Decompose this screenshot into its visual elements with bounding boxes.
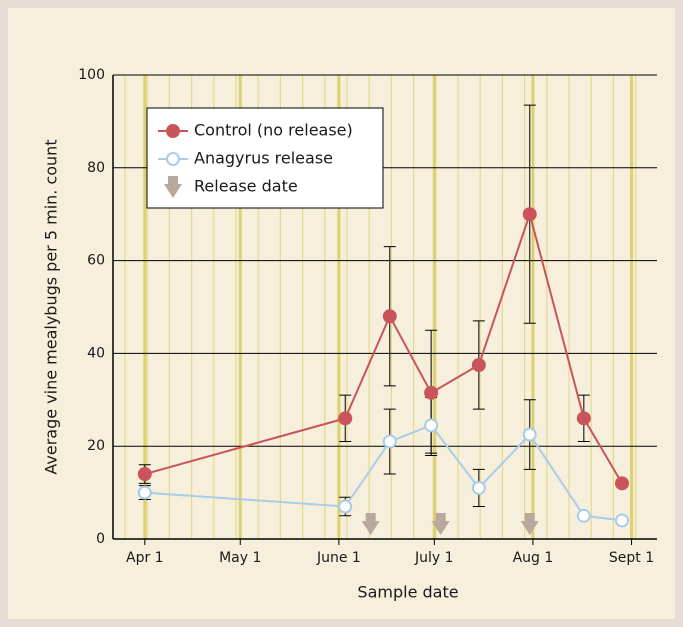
y-tick-label: 100 bbox=[78, 67, 105, 83]
release-arrow bbox=[520, 513, 539, 535]
release-arrow bbox=[431, 513, 450, 535]
y-tick-label: 80 bbox=[87, 160, 105, 176]
x-tick-label: Aug 1 bbox=[513, 550, 554, 566]
marker bbox=[424, 385, 439, 400]
y-tick-label: 0 bbox=[96, 531, 105, 547]
legend-label: Release date bbox=[194, 177, 298, 196]
marker bbox=[137, 467, 152, 482]
marker bbox=[338, 499, 353, 514]
marker bbox=[471, 358, 486, 372]
y-tick-label: 40 bbox=[87, 345, 105, 361]
marker bbox=[424, 418, 439, 433]
marker bbox=[522, 427, 537, 442]
marker bbox=[471, 480, 486, 495]
legend-marker bbox=[166, 152, 180, 166]
legend-marker bbox=[166, 124, 180, 138]
marker bbox=[382, 309, 397, 324]
marker bbox=[522, 207, 537, 222]
marker bbox=[382, 434, 397, 449]
legend-arrow bbox=[164, 176, 182, 198]
x-tick-label: May 1 bbox=[219, 550, 261, 566]
marker bbox=[576, 508, 591, 523]
x-tick-label: June 1 bbox=[316, 550, 361, 566]
x-axis-title: Sample date bbox=[357, 583, 458, 602]
x-tick-label: Sept 1 bbox=[609, 550, 654, 566]
series-line bbox=[144, 424, 623, 522]
x-tick-label: Apr 1 bbox=[126, 550, 164, 566]
marker bbox=[338, 411, 353, 426]
y-axis-title: Average vine mealybugs per 5 min. count bbox=[42, 139, 61, 474]
y-tick-label: 20 bbox=[87, 438, 105, 454]
marker bbox=[576, 411, 591, 426]
x-tick-label: July 1 bbox=[414, 550, 454, 566]
panel bbox=[8, 8, 675, 619]
y-tick-label: 60 bbox=[87, 253, 105, 269]
marker bbox=[615, 476, 630, 491]
legend: Control (no release) Anagyrus release Rele… bbox=[146, 107, 384, 209]
legend-label: Anagyrus release bbox=[194, 149, 333, 168]
release-arrow bbox=[361, 513, 380, 535]
marker bbox=[615, 513, 630, 528]
legend-label: Control (no release) bbox=[194, 121, 353, 140]
series-line bbox=[144, 210, 623, 484]
marker bbox=[137, 485, 152, 500]
